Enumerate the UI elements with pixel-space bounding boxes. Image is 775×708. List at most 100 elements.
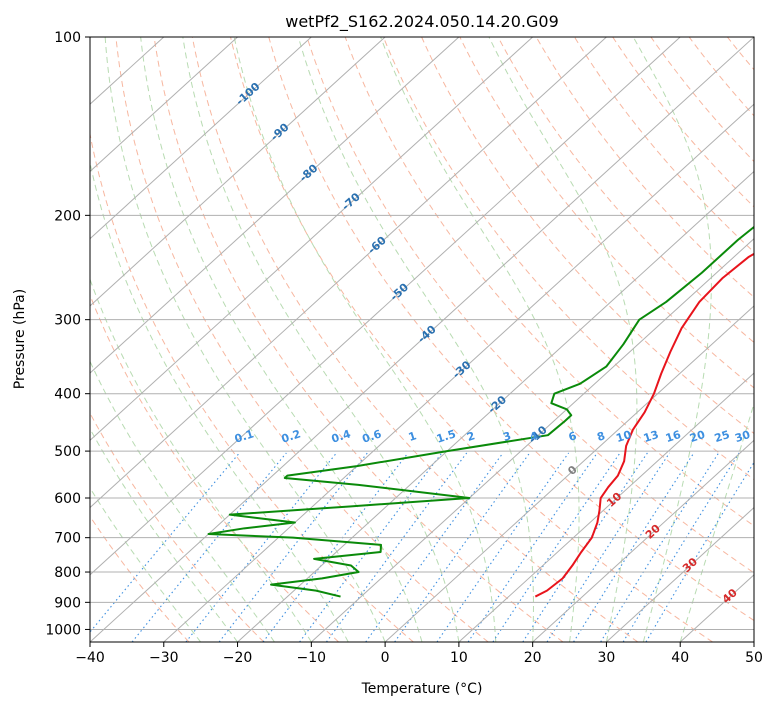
mixing-ratio-label: 20 <box>688 428 707 445</box>
x-tick-label: 10 <box>450 650 468 666</box>
y-tick-label: 1000 <box>45 622 81 638</box>
moist-adiabat-line <box>104 37 386 642</box>
mixing-ratio-label: 2 <box>465 429 476 444</box>
moist-adiabat-line <box>380 37 580 642</box>
mixing-ratio-label: 16 <box>664 428 683 445</box>
mixing-ratio-label: 0.6 <box>361 427 384 445</box>
temperature-profile-line <box>534 252 754 598</box>
mixing-ratio-line <box>365 452 504 642</box>
isotherm-line <box>90 37 386 307</box>
mixing-ratio-line <box>600 452 720 642</box>
mixing-ratio-label: 1.5 <box>435 427 458 445</box>
x-tick-label: 0 <box>381 650 390 666</box>
moist-adiabat-line <box>90 487 202 642</box>
dry-adiabat-line <box>382 37 754 481</box>
dry-adiabat-line <box>497 37 754 344</box>
mixing-ratio-label: 13 <box>642 428 661 445</box>
moist-adiabat-line <box>233 37 497 642</box>
mixing-ratio-label: 25 <box>713 428 732 445</box>
mixing-ratio-label: 1 <box>407 429 418 444</box>
isotherm-line <box>606 506 754 642</box>
isotherm-line <box>90 37 754 642</box>
dry-adiabat-line <box>574 37 754 253</box>
moist-adiabat-line <box>297 37 534 642</box>
y-tick-label: 100 <box>54 30 81 46</box>
dewpoint-profile-line <box>207 225 754 598</box>
mixing-ratio-line <box>492 452 621 642</box>
isotherm-line <box>384 305 754 642</box>
x-tick-label: 20 <box>524 650 542 666</box>
dry-adiabat-line <box>153 37 564 642</box>
moist-adiabat-line <box>679 401 754 642</box>
mixing-ratio-line <box>573 452 695 642</box>
moist-adiabat-line <box>140 37 423 642</box>
isotherm-line <box>90 37 681 576</box>
moist-adiabat-line <box>182 37 460 642</box>
mixing-ratio-line <box>325 452 468 642</box>
mixing-ratio-line <box>645 461 754 642</box>
x-tick-label: −30 <box>149 650 179 666</box>
profile-lines <box>207 225 754 598</box>
isotherm-line <box>237 170 754 642</box>
moist-adiabat-line <box>488 37 638 642</box>
dry-adiabat-line <box>115 37 489 642</box>
mixing-ratio-line <box>90 452 240 633</box>
isotherm-line <box>90 37 460 374</box>
mixing-ratio-label: 6 <box>567 429 579 444</box>
dry-adiabat-line <box>306 37 754 574</box>
chart-title: wetPf2_S162.2024.050.14.20.G09 <box>285 12 559 32</box>
y-tick-label: 800 <box>54 565 81 581</box>
x-tick-label: −40 <box>75 650 105 666</box>
mixing-ratio-label: 4 <box>528 429 540 444</box>
mixing-ratio-label: 30 <box>733 428 752 445</box>
x-tick-label: −10 <box>297 650 327 666</box>
mixing-ratio-line <box>622 452 740 642</box>
y-tick-label: 700 <box>54 531 81 547</box>
isotherm-line <box>310 237 754 642</box>
mixing-ratio-label: 10 <box>614 428 633 445</box>
isotherm-line <box>90 37 607 509</box>
dry-adiabat-line <box>90 131 414 642</box>
dry-adiabat-line <box>268 37 754 622</box>
x-axis: −40 −30 −20 −10 0 10 20 30 40 50 <box>75 642 763 666</box>
x-tick-label: 40 <box>671 650 689 666</box>
y-axis-title: Pressure (hPa) <box>12 289 28 389</box>
background-lines <box>90 37 754 642</box>
dry-adiabat-line <box>421 37 754 435</box>
mixing-ratio-line <box>131 452 287 642</box>
y-tick-label: 600 <box>54 491 81 507</box>
moist-adiabat-line <box>90 427 238 642</box>
isotherm-line <box>458 372 754 642</box>
y-tick-label: 200 <box>54 208 81 224</box>
mixing-ratio-line <box>262 452 409 642</box>
moist-adiabat-line <box>632 37 712 642</box>
x-tick-label: 50 <box>745 650 763 666</box>
plot-frame <box>89 36 755 643</box>
dry-adiabat-line <box>230 37 713 642</box>
isotherm-line <box>90 37 238 173</box>
moist-adiabat-line <box>90 360 275 642</box>
isotherm-line <box>163 103 754 642</box>
y-tick-label: 900 <box>54 595 81 611</box>
moist-adiabat-line <box>90 160 349 642</box>
mixing-ratio-label: 3 <box>501 429 512 444</box>
dry-adiabat-line <box>344 37 754 527</box>
x-tick-label: 30 <box>598 650 616 666</box>
mixing-ratio-label: 0.2 <box>280 427 303 445</box>
mixing-ratio-line <box>299 452 443 642</box>
y-tick-label: 500 <box>54 444 81 460</box>
mixing-ratio-label: 8 <box>595 429 606 444</box>
x-tick-label: −20 <box>223 650 253 666</box>
isotherm-line <box>90 37 534 442</box>
y-tick-label: 300 <box>54 313 81 329</box>
y-tick-label: 400 <box>54 387 81 403</box>
isotherm-line <box>532 439 754 642</box>
mixing-ratio-label: 0.1 <box>233 427 256 445</box>
isotherm-line <box>90 37 312 240</box>
mixing-ratio-label: 0.4 <box>330 427 353 445</box>
x-axis-title: Temperature (°C) <box>361 681 483 697</box>
dry-adiabat-line <box>191 37 639 642</box>
dry-adiabat-line <box>90 412 265 642</box>
